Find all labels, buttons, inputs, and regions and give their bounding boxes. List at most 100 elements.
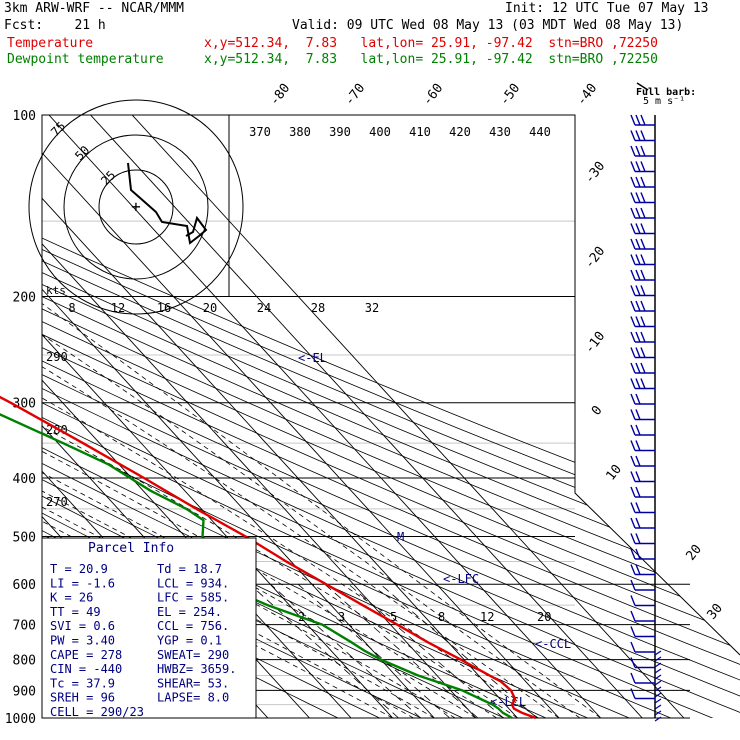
parcel-row-right: SHEAR= 53. [157, 676, 229, 690]
pressure-tick-label: 400 [13, 472, 36, 487]
parcel-row-right: EL = 254. [157, 605, 222, 619]
wind-barb [630, 486, 655, 498]
parcel-row-left: Tc = 37.9 [50, 676, 115, 690]
theta-label: 370 [249, 125, 271, 139]
wind-barb [630, 207, 655, 219]
wind-barb [630, 579, 655, 591]
wind-barb [630, 161, 655, 173]
mixing-ratio-line [324, 583, 479, 718]
isotherm-label: -40 [574, 81, 600, 109]
speed-scale-label: 16 [157, 301, 171, 315]
moist-adiabat [42, 220, 497, 718]
level-marker: <-EL [298, 351, 327, 365]
dry-adiabat [42, 115, 740, 718]
level-marker: <-LCL [490, 695, 526, 709]
dry-adiabat [42, 115, 740, 718]
wind-barb [630, 176, 655, 188]
isotherm-line [42, 115, 560, 718]
isotherm-label: 10 [604, 462, 625, 484]
wind-barb [630, 393, 655, 405]
wind-barb [630, 533, 655, 545]
isotherm-line [42, 115, 477, 718]
parcel-row-right: LCL = 934. [157, 576, 229, 590]
moist-adiabat [42, 220, 560, 718]
isotherm-line [76, 115, 685, 718]
wind-barb [654, 716, 662, 722]
dry-adiabat-label: 290 [46, 350, 68, 364]
dry-adiabat [42, 115, 740, 718]
valid-time: Valid: 09 UTC Wed 08 May 13 (03 MDT Wed … [292, 18, 684, 33]
mixing-ratio-label: 5 [390, 610, 397, 624]
moist-adiabat [42, 220, 477, 718]
parcel-row-right: LFC = 585. [157, 591, 229, 605]
dry-adiabat [42, 115, 740, 718]
level-marker: <-CCL [535, 637, 571, 651]
moist-adiabat [42, 220, 581, 718]
wind-barb [654, 704, 662, 710]
wind-barb [630, 223, 655, 235]
wind-barb [630, 471, 655, 483]
parcel-row-right: HWBZ= 3659. [157, 662, 236, 676]
wind-barb [630, 316, 655, 328]
dry-adiabat [42, 115, 740, 718]
wind-barb [630, 114, 655, 126]
wind-barb [630, 517, 655, 529]
theta-label: 410 [409, 125, 431, 139]
dry-adiabat [42, 115, 740, 718]
isotherm-line [42, 115, 435, 718]
barb-legend-unit: 5 m s⁻¹ [643, 96, 685, 107]
model-title: 3km ARW-WRF -- NCAR/MMM [4, 1, 185, 16]
parcel-row-left: SVI = 0.6 [50, 619, 115, 633]
speed-scale-label: 20 [203, 301, 217, 315]
level-marker: <-LFC [443, 572, 479, 586]
dry-adiabat [42, 115, 740, 718]
wind-barb [654, 662, 662, 668]
wind-barb [654, 650, 662, 656]
parcel-info-title: Parcel Info [88, 541, 174, 556]
theta-label: 380 [289, 125, 311, 139]
mixing-ratio-label: 3 [338, 610, 345, 624]
wind-barb [630, 409, 655, 421]
dry-adiabat [42, 115, 740, 718]
hodograph-ring [28, 99, 244, 315]
temperature-profile-line [0, 395, 537, 720]
pressure-tick-label: 800 [13, 654, 36, 669]
wind-barb [630, 626, 655, 638]
mixing-ratio-label: 12 [480, 610, 494, 624]
wind-barbs: Full barb:5 m s⁻¹ [630, 82, 696, 722]
wind-barb [630, 269, 655, 281]
theta-label: 430 [489, 125, 511, 139]
dry-adiabat-label: 270 [46, 495, 68, 509]
mixing-ratio-line [297, 583, 451, 718]
speed-scale-label: 24 [257, 301, 271, 315]
wind-barb [654, 668, 662, 674]
moist-adiabat [42, 220, 601, 718]
wind-barb [630, 502, 655, 514]
wind-barb [630, 145, 655, 157]
forecast-hour: Fcst: 21 h [4, 18, 106, 33]
dry-adiabat [42, 115, 740, 718]
parcel-row-right: Td = 18.7 [157, 562, 222, 576]
moist-adiabat [42, 220, 393, 718]
wind-barb [630, 657, 655, 669]
wind-barb [654, 656, 662, 662]
parcel-row-right: SWEAT= 290 [157, 648, 229, 662]
parcel-row-right: YGP = 0.1 [157, 634, 222, 648]
dry-adiabat [42, 115, 740, 718]
isotherm-label: -30 [582, 159, 608, 187]
wind-barb [654, 710, 662, 716]
wind-barb [654, 692, 662, 698]
wind-barb [630, 362, 655, 374]
theta-label: 420 [449, 125, 471, 139]
wind-barb [630, 688, 655, 700]
isotherm-line [42, 115, 602, 718]
wind-barb [630, 254, 655, 266]
wind-barb [654, 680, 662, 686]
barb-legend-sample [636, 82, 649, 91]
pressure-tick-label: 100 [13, 109, 36, 124]
pressure-tick-label: 700 [13, 619, 36, 634]
pressure-tick-label: 200 [13, 291, 36, 306]
moist-adiabat [42, 220, 435, 718]
